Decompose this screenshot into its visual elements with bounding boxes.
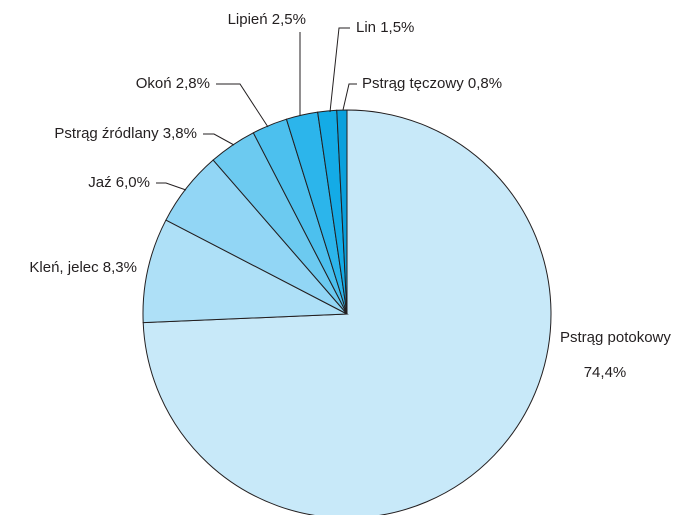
slice-category: Kleń, jelec	[29, 259, 99, 276]
slice-value-label: 0,8%	[468, 75, 502, 92]
slice-label: Pstrąg źródlany 3,8%	[54, 125, 197, 142]
leader-line	[342, 83, 357, 111]
slice-label: Lin 1,5%	[356, 19, 414, 36]
slice-category: Lin	[356, 19, 376, 36]
slice-label: Okoń 2,8%	[136, 75, 210, 92]
slice-value-label: 8,3%	[103, 259, 137, 276]
leader-line	[216, 83, 269, 128]
slice-value-label: 2,5%	[272, 11, 306, 28]
slice-category: Pstrąg tęczowy	[362, 75, 464, 92]
slice-category: Lipień	[228, 11, 268, 28]
slice-category: Okoń	[136, 75, 172, 92]
slice-label: Pstrąg potokowy	[560, 329, 671, 346]
slice-value-label: 1,5%	[380, 19, 414, 36]
slice-value-label: 74,4%	[584, 364, 627, 381]
slice-label: Lipień 2,5%	[228, 11, 306, 28]
leader-line	[203, 133, 235, 146]
slice-value-label: 2,8%	[176, 75, 210, 92]
slice-label: Kleń, jelec 8,3%	[29, 259, 137, 276]
slice-label: Pstrąg tęczowy 0,8%	[362, 75, 502, 92]
leader-line	[329, 27, 350, 113]
leader-line	[156, 182, 187, 191]
slice-label: Jaź 6,0%	[88, 174, 150, 191]
slice-value-label: 3,8%	[163, 125, 197, 142]
slice-category: Pstrąg źródlany	[54, 125, 159, 142]
pie-slice	[336, 109, 348, 315]
slice-category: Jaź	[88, 174, 111, 191]
slice-value-label: 6,0%	[116, 174, 150, 191]
pie-slice	[142, 219, 349, 324]
